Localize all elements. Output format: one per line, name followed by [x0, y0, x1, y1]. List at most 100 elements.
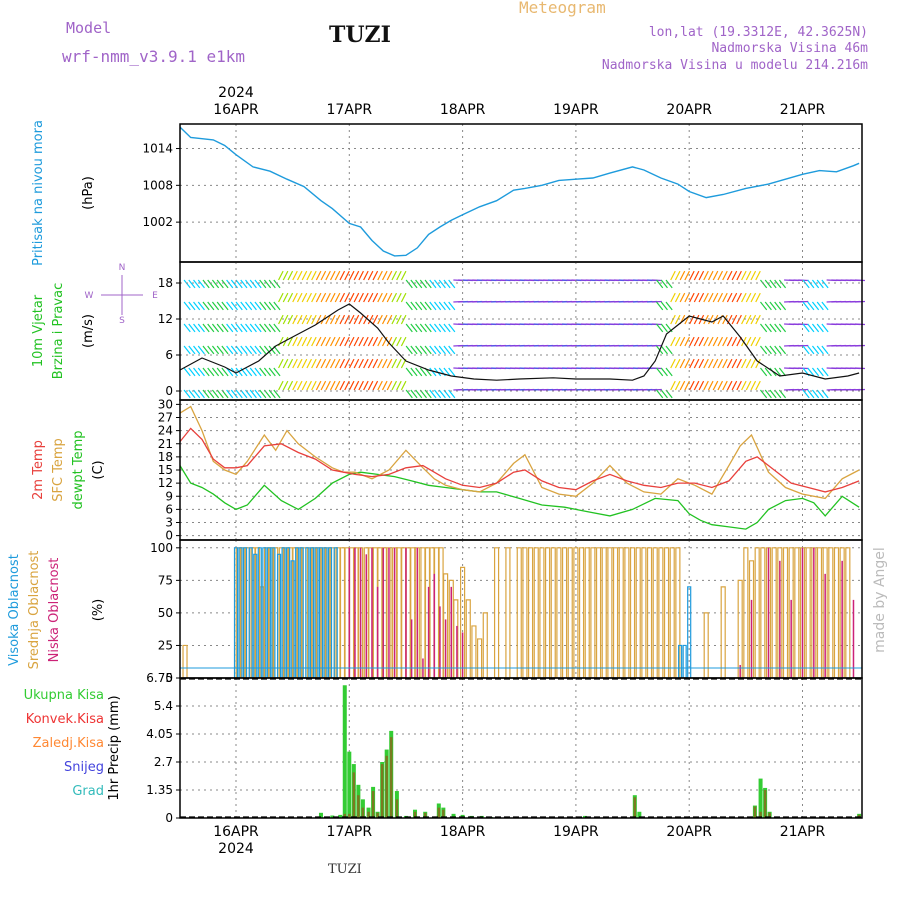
mid-cloud-bar [471, 625, 477, 678]
wind-vector [188, 345, 196, 355]
wind-vector [211, 367, 220, 377]
mid-cloud-bar [259, 586, 265, 678]
wind-vector [207, 301, 215, 311]
wind-vector [802, 323, 810, 333]
wind-vector [807, 301, 815, 311]
mid-cloud-bar [629, 547, 636, 678]
wind-vector [372, 336, 379, 347]
wind-vector [816, 279, 824, 289]
wind-vector [282, 336, 289, 347]
y-tick-label: 27 [158, 411, 173, 425]
mid-cloud-bar [658, 547, 664, 678]
wind-vector [183, 367, 191, 377]
wind-vector [429, 301, 437, 311]
compass-south: S [119, 316, 125, 326]
wind-vector [353, 270, 360, 281]
wind-vector [301, 336, 308, 347]
wind-vector [259, 367, 267, 377]
wind-vector [282, 270, 289, 281]
wind-vector [656, 279, 664, 289]
wind-vector [769, 301, 777, 311]
wind-vector [405, 279, 413, 289]
low-cloud-bar [410, 619, 413, 678]
wind-vector [230, 323, 239, 333]
wind-vector [245, 323, 253, 333]
wind-vector [240, 301, 248, 311]
wind-vector [443, 301, 451, 311]
wind-vector [263, 279, 272, 289]
high-cloud-bar [242, 547, 248, 678]
conv-precip-bar [343, 813, 347, 818]
wind-vector [821, 345, 829, 355]
wind-vector [707, 292, 714, 303]
wind-vector [287, 292, 294, 303]
wind-vector [216, 389, 224, 399]
wind-vector [377, 292, 383, 303]
wind-unit: (m/s) [81, 314, 96, 348]
mid-cloud-bar [816, 547, 823, 678]
wind-vector [405, 389, 413, 399]
wind-vector [183, 389, 191, 399]
wind-vector [344, 270, 350, 281]
mid-cloud-bar [743, 547, 749, 678]
wind-vector [193, 367, 201, 377]
mid-cloud-bar [240, 547, 246, 678]
low-cloud-bar [767, 547, 770, 678]
mid-cloud-bar [675, 547, 681, 678]
wind-vector [344, 314, 350, 325]
wind-vector [391, 314, 398, 325]
wind-vector [344, 358, 350, 369]
wind-vector [273, 301, 281, 311]
wind-vector [741, 314, 747, 325]
wind-vector [693, 336, 700, 347]
low-cloud-bar [359, 547, 362, 678]
wind-vector [315, 292, 322, 303]
wind-vector [245, 279, 253, 289]
wind-vector [405, 301, 413, 311]
wind-vector [750, 358, 757, 369]
y-tick-label: 21 [158, 437, 173, 451]
wind-vector [731, 336, 738, 347]
wind-vector [745, 336, 752, 347]
low-cloud-bar [348, 547, 351, 678]
wind-vector [674, 292, 681, 303]
mid-cloud-bar [287, 547, 293, 678]
top-date-label: 19APR [553, 102, 599, 118]
high-cloud-bar [238, 547, 243, 678]
mid-cloud-bar [635, 547, 641, 678]
wind-vector [807, 279, 815, 289]
wind-vector [372, 358, 379, 369]
wind-vector [448, 323, 456, 333]
wind-vector [363, 314, 369, 325]
wind-vector [259, 345, 267, 355]
wind-vector [325, 270, 331, 281]
wind-vector [301, 380, 308, 391]
conv-precip-bar [633, 797, 637, 818]
low-cloud-bar [739, 664, 741, 678]
wind-vector [755, 292, 761, 303]
mid-cloud-bar [607, 547, 613, 678]
wind-vector [325, 314, 331, 325]
y-tick-label: 6 [165, 502, 173, 516]
wind-vector [207, 367, 215, 377]
wind-vector [434, 345, 442, 355]
wind-vector [188, 323, 196, 333]
wind-vector [755, 270, 761, 281]
mid-cloud-bar [788, 547, 794, 678]
wind-vector [254, 389, 262, 399]
mid-cloud-bar [465, 599, 471, 678]
total-precip-bar [637, 811, 642, 818]
wind-vector [745, 314, 752, 325]
total-precip-bar [342, 685, 347, 818]
wind-vector [273, 279, 281, 289]
wind-vector [249, 367, 257, 377]
mid-cloud-bar [453, 599, 459, 678]
mid-cloud-bar [595, 547, 602, 678]
mid-cloud-bar [839, 547, 845, 678]
wind-vector [741, 358, 747, 369]
wind-vector [679, 336, 686, 347]
wind-vector [396, 380, 402, 391]
wind-vector [249, 323, 257, 333]
wind-vector [674, 358, 681, 369]
wind-vector [306, 292, 312, 303]
